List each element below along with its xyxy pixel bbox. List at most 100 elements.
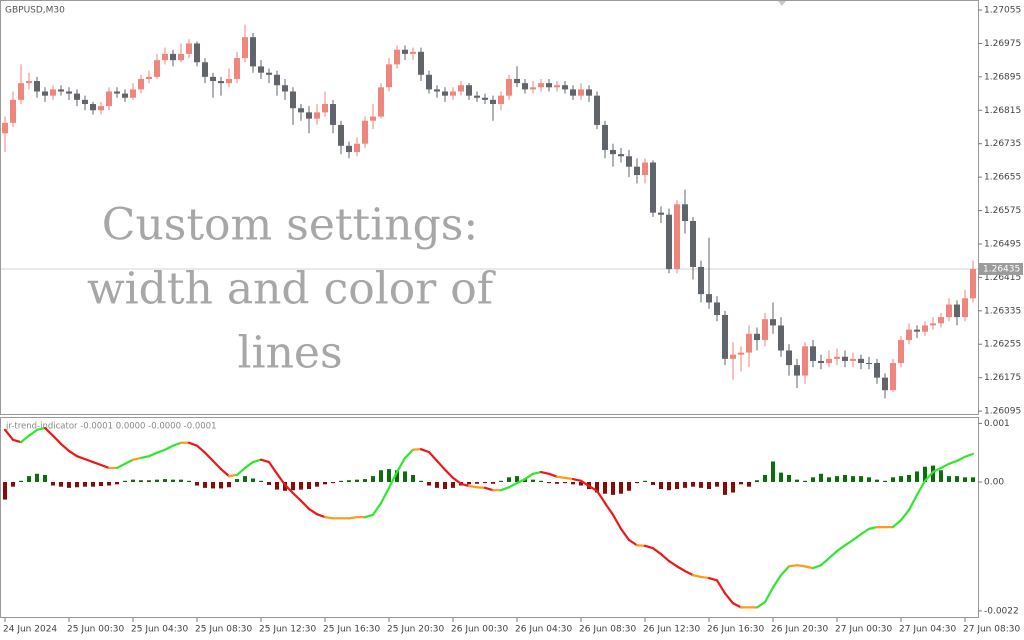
histogram-bar <box>771 461 775 482</box>
indicator-pane-frame <box>0 417 979 618</box>
trend-line-segment <box>947 459 959 465</box>
candle-body <box>594 95 600 125</box>
trend-line-segment <box>851 533 863 542</box>
histogram-bar <box>571 481 575 485</box>
trend-line-segment <box>235 466 247 477</box>
trend-line-segment <box>219 467 231 478</box>
candle-body <box>626 156 632 167</box>
trend-line-segment <box>699 575 711 580</box>
candle-body <box>58 89 64 92</box>
candle-body <box>394 49 400 65</box>
trend-line-segment <box>939 462 951 470</box>
histogram-bar <box>363 479 367 482</box>
trend-line-segment <box>683 569 695 577</box>
histogram-bar <box>147 480 151 482</box>
candle-body <box>18 83 24 100</box>
candle-body <box>106 91 112 107</box>
candle-body <box>730 354 736 359</box>
histogram-bar <box>75 481 79 488</box>
histogram-bar <box>387 469 391 482</box>
y-tick-label: 1.26735 <box>984 139 1021 149</box>
candle-body <box>354 143 360 153</box>
candle-body <box>930 323 936 326</box>
candle-body <box>178 53 184 61</box>
candle-body <box>314 112 320 119</box>
x-tick-label: 27 Jun 04:30 <box>899 625 956 635</box>
histogram-bar <box>211 481 215 489</box>
trend-line-segment <box>411 448 423 451</box>
histogram-bar <box>931 465 935 482</box>
candle-body <box>210 76 216 82</box>
candle-body <box>274 74 280 86</box>
x-tick-label: 26 Jun 08:30 <box>579 625 636 635</box>
trend-line-segment <box>259 458 271 464</box>
trend-line-segment <box>707 576 719 582</box>
histogram-bar <box>483 481 487 484</box>
histogram-bar <box>115 481 119 485</box>
histogram-bar <box>763 474 767 482</box>
candle-body <box>962 298 968 318</box>
histogram-bar <box>259 480 263 482</box>
trend-line-segment <box>891 518 903 529</box>
histogram-bar <box>19 480 23 482</box>
trend-line-segment <box>195 444 207 454</box>
y-tick-label: 1.26575 <box>984 206 1021 216</box>
y-tick-label: 1.26415 <box>984 273 1021 283</box>
histogram-bar <box>451 481 455 488</box>
histogram-bar <box>315 481 319 487</box>
histogram-bar <box>899 476 903 482</box>
histogram-bar <box>595 481 599 493</box>
x-tick-label: 26 Jun 16:30 <box>707 625 764 635</box>
price-pane-frame <box>0 0 979 415</box>
trend-line-segment <box>867 526 879 530</box>
histogram-bar <box>651 481 655 485</box>
trend-line-segment <box>595 489 607 505</box>
trend-line-segment <box>171 441 183 447</box>
trend-line-segment <box>515 477 527 485</box>
y-tick-label: 1.26495 <box>984 239 1021 249</box>
trend-line-segment <box>467 484 479 489</box>
candle-body <box>530 87 536 90</box>
trend-line-segment <box>667 559 679 568</box>
candle-body <box>482 97 488 100</box>
candle-body <box>114 91 120 94</box>
histogram-bar <box>811 477 815 482</box>
trend-line-segment <box>643 544 655 550</box>
x-tick-label: 25 Jun 20:30 <box>387 625 444 635</box>
candle-body <box>418 51 424 75</box>
candle-body <box>674 204 680 270</box>
trend-line-segment <box>67 449 79 458</box>
trend-line-segment <box>827 550 839 560</box>
trend-line-segment <box>659 552 671 563</box>
trend-line-segment <box>611 513 623 530</box>
candle-body <box>618 154 624 157</box>
y-tick-label: 1.27055 <box>984 6 1021 16</box>
histogram-bar <box>443 481 447 490</box>
histogram-bar <box>395 470 399 482</box>
trend-line-segment <box>499 486 511 492</box>
histogram-bar <box>331 481 335 484</box>
trend-line-segment <box>915 479 927 496</box>
candle-body <box>746 333 752 353</box>
histogram-bar <box>291 481 295 491</box>
trend-line-segment <box>387 470 399 489</box>
histogram-bar <box>43 474 47 482</box>
trend-line-segment <box>251 458 263 464</box>
candle-body <box>890 363 896 391</box>
histogram-bar <box>675 481 679 490</box>
shift-marker <box>778 1 786 6</box>
candle-body <box>98 106 104 111</box>
candle-body <box>642 162 648 176</box>
candle-body <box>194 43 200 63</box>
candle-body <box>450 91 456 96</box>
histogram-bar <box>51 481 55 486</box>
y-tick-label: 1.26255 <box>984 340 1021 350</box>
trend-line-segment <box>59 442 71 453</box>
last-price-box <box>979 263 1023 276</box>
indicator-label: jr-trend-indicator -0.0001 0.0000 -0.000… <box>5 422 217 432</box>
candle-body <box>506 78 512 96</box>
trend-line-segment <box>627 538 639 547</box>
trend-line-segment <box>227 473 239 478</box>
trend-line-segment <box>395 456 407 474</box>
histogram-bar <box>531 479 535 482</box>
